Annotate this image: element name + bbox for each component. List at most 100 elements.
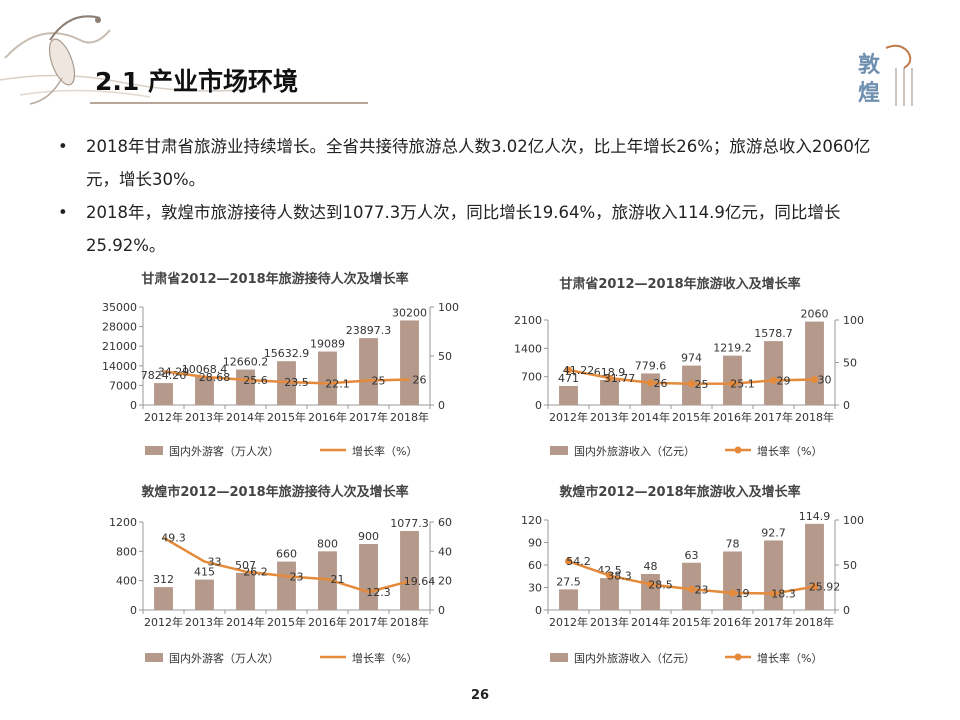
legend-swatch-bar: [550, 446, 568, 455]
bar-value-label: 12660.2: [223, 356, 269, 369]
bar-value-label: 92.7: [761, 526, 786, 539]
x-tick-label: 2012年: [144, 410, 183, 424]
x-tick-label: 2017年: [754, 410, 793, 424]
x-tick-label: 2013年: [185, 410, 224, 424]
bar: [359, 338, 378, 405]
y-tick-label-right: 0: [438, 399, 445, 412]
bar-value-label: 660: [276, 548, 297, 561]
bar-value-label: 471: [558, 372, 579, 385]
y-tick-label-left: 14000: [102, 360, 137, 373]
bar: [805, 523, 824, 610]
growth-rate-line: [163, 370, 410, 385]
growth-rate-point: [811, 376, 818, 383]
bar: [154, 587, 173, 610]
chart-title: 甘肃省2012—2018年旅游接待人次及增长率: [141, 271, 408, 287]
growth-rate-label: 31.77: [604, 372, 636, 385]
svg-text:敦: 敦: [858, 52, 881, 78]
growth-rate-label: 25.92: [809, 581, 841, 594]
legend-swatch-bar: [145, 446, 163, 455]
growth-rate-point: [647, 379, 654, 387]
growth-rate-label: 28.5: [648, 578, 673, 591]
legend-label-bar: 国内外游客（万人次）: [169, 444, 279, 458]
legend-label-line: 增长率（%）: [352, 651, 417, 665]
growth-rate-label: 34.29: [158, 365, 190, 378]
chart-title: 敦煌市2012—2018年旅游接待人次及增长率: [141, 484, 408, 500]
y-tick-label-right: 50: [843, 559, 857, 572]
bar: [600, 379, 619, 405]
growth-rate-label: 25.6: [243, 374, 268, 387]
chart-title: 敦煌市2012—2018年旅游收入及增长率: [559, 484, 800, 500]
bar: [236, 572, 255, 610]
chart-gansu-revenue: 甘肃省2012—2018年旅游收入及增长率 0 700 1400 2100 0 50 100 4…: [514, 276, 864, 458]
bar: [723, 551, 742, 610]
y-tick-label-right: 0: [843, 604, 850, 617]
bar: [805, 321, 824, 405]
bar: [277, 561, 296, 610]
chart-gansu-visitors: 甘肃省2012—2018年旅游接待人次及增长率 0 7000 14000 21000 28…: [102, 271, 459, 458]
y-tick-label-right: 100: [438, 301, 459, 314]
y-tick-label-left: 30: [528, 582, 542, 595]
legend-swatch-point: [734, 653, 742, 661]
legend-label-line: 增长率（%）: [352, 444, 417, 458]
bar-value-label: 10068.4: [182, 363, 228, 376]
y-tick-label-left: 700: [521, 371, 542, 384]
bar-value-label: 78: [726, 538, 740, 551]
bar-value-label: 2060: [801, 308, 829, 321]
bullet-list: • 2018年甘肃省旅游业持续增长。全省共接待旅游总人数3.02亿人次，比上年增…: [58, 130, 888, 262]
growth-rate-point: [811, 583, 818, 591]
bar-value-label: 415: [194, 566, 215, 579]
growth-rate-label: 19: [736, 587, 750, 600]
growth-rate-point: [606, 374, 613, 382]
x-tick-label: 2014年: [226, 410, 265, 424]
growth-rate-label: 21: [331, 573, 345, 586]
bar: [400, 530, 419, 610]
x-tick-label: 2016年: [308, 410, 347, 424]
growth-rate-point: [565, 557, 572, 565]
bullet-item: • 2018年甘肃省旅游业持续增长。全省共接待旅游总人数3.02亿人次，比上年增…: [58, 130, 888, 196]
growth-rate-label: 23: [290, 570, 304, 583]
bar: [359, 544, 378, 610]
x-tick-label: 2015年: [267, 615, 306, 629]
growth-rate-label: 12.3: [366, 586, 391, 599]
growth-rate-line: [162, 536, 410, 594]
x-tick-label: 2017年: [349, 615, 388, 629]
bar: [195, 376, 214, 405]
page-number: 26: [470, 688, 490, 703]
y-tick-label-left: 0: [130, 604, 137, 617]
x-tick-label: 2016年: [308, 615, 347, 629]
bar: [559, 589, 578, 610]
growth-rate-point: [688, 380, 695, 388]
bullet-item: • 2018年，敦煌市旅游接待人数达到1077.3万人次，同比增长19.64%，…: [58, 196, 888, 262]
growth-rate-label: 26: [413, 374, 427, 387]
x-tick-label: 2013年: [590, 410, 629, 424]
x-tick-label: 2013年: [185, 615, 224, 629]
y-tick-label-left: 2100: [514, 314, 542, 327]
bar-value-label: 27.5: [556, 575, 581, 588]
bar: [154, 383, 173, 405]
bar: [318, 551, 337, 610]
growth-rate-label: 41.22: [563, 364, 595, 377]
legend-label-bar: 国内外游客（万人次）: [169, 651, 279, 665]
chart-dunhuang-visitors: 敦煌市2012—2018年旅游接待人次及增长率 0 400 800 1200 0 20 40 6…: [109, 484, 452, 665]
page-title: 2.1 产业市场环境: [95, 67, 298, 96]
legend-swatch-point: [734, 446, 742, 454]
y-tick-label-left: 90: [528, 537, 542, 550]
growth-rate-label: 22.1: [325, 377, 350, 390]
growth-rate-label: 54.2: [566, 555, 591, 568]
y-tick-label-right: 0: [843, 399, 850, 412]
growth-rate-point: [647, 580, 654, 588]
growth-rate-label: 38.3: [607, 570, 632, 583]
bar-value-label: 312: [153, 573, 174, 586]
x-tick-label: 2012年: [549, 410, 588, 424]
growth-rate-label: 23.5: [284, 376, 309, 389]
y-tick-label-right: 40: [438, 545, 452, 558]
bar-value-label: 114.9: [799, 510, 831, 523]
chart-dunhuang-revenue: 敦煌市2012—2018年旅游收入及增长率 0 30 60 90 120 0 50 100 27.…: [521, 484, 864, 665]
growth-rate-label: 28.68: [199, 371, 231, 384]
legend-label-line: 增长率（%）: [757, 651, 822, 665]
x-tick-label: 2018年: [390, 615, 429, 629]
y-tick-label-left: 21000: [102, 340, 137, 353]
bar-value-label: 507: [235, 559, 256, 572]
x-tick-label: 2018年: [795, 410, 834, 424]
x-tick-label: 2013年: [590, 615, 629, 629]
